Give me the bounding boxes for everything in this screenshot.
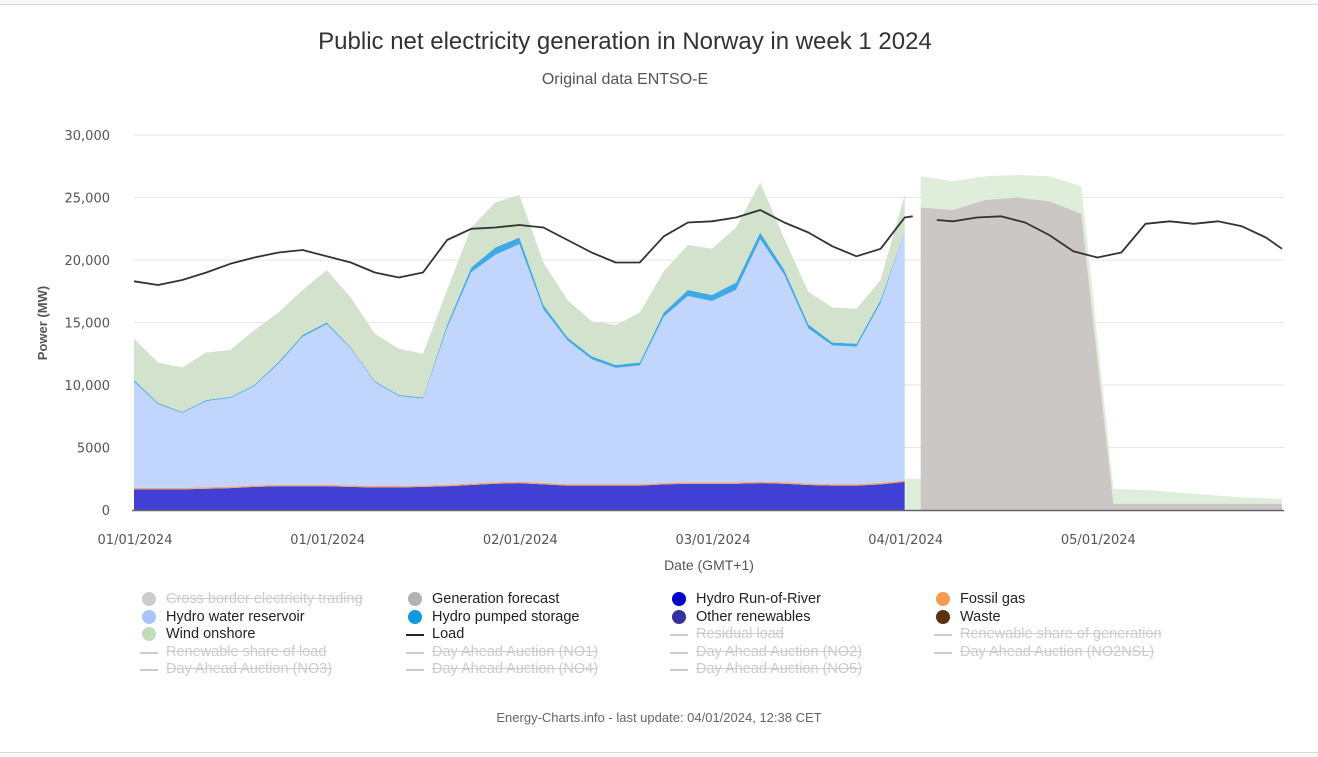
y-axis-title: Power (MW): [35, 286, 50, 360]
area-fossil-gas[interactable]: [134, 480, 905, 490]
area-wind-onshore-forecast[interactable]: [920, 175, 1282, 504]
legend-item-day-ahead-auction-no2[interactable]: Day Ahead Auction (NO2): [670, 643, 862, 661]
legend-label: Day Ahead Auction (NO5): [696, 661, 863, 678]
legend-line-icon: [406, 626, 424, 642]
legend-item-residual-load[interactable]: Residual load: [670, 625, 784, 643]
legend-line-icon: [140, 661, 158, 677]
legend-dot-icon: [934, 609, 950, 625]
legend-label: Cross border electricity trading: [166, 591, 363, 607]
legend-item-hydro-water-reservoir[interactable]: Hydro water reservoir: [140, 608, 305, 626]
legend-line-icon: [670, 644, 688, 660]
legend-dot-icon: [140, 591, 156, 607]
area-generation-forecast[interactable]: [920, 197, 1282, 511]
legend-line-icon: [934, 626, 952, 642]
legend-label: Fossil gas: [960, 591, 1026, 607]
legend-label: Hydro Run-of-River: [696, 591, 821, 607]
y-tick-label: 15,000: [65, 317, 111, 332]
legend-line-icon: [406, 661, 424, 677]
area-wind-forecast-edge: [905, 478, 921, 510]
legend-label: Day Ahead Auction (NO1): [432, 643, 599, 660]
y-axis-ticks: 0 5000 10,000 15,000 20,000 25,000 30,000: [65, 129, 111, 519]
legend-item-waste[interactable]: Waste: [934, 608, 1001, 626]
x-tick-label: 04/01/2024: [868, 533, 943, 548]
legend-label: Residual load: [696, 626, 784, 643]
legend-label: Renewable share of load: [166, 643, 327, 660]
area-hydro-water-reservoir[interactable]: [134, 231, 905, 488]
legend-item-day-ahead-auction-no5[interactable]: Day Ahead Auction (NO5): [670, 660, 862, 678]
legend-item-day-ahead-auction-no2nsl[interactable]: Day Ahead Auction (NO2NSL): [934, 643, 1154, 661]
legend-line-icon: [934, 644, 952, 660]
legend-item-day-ahead-auction-no1[interactable]: Day Ahead Auction (NO1): [406, 643, 598, 661]
legend-dot-icon: [140, 626, 156, 642]
y-tick-label: 20,000: [65, 254, 111, 269]
x-tick-label: 01/01/2024: [98, 533, 173, 548]
page-top-border: [0, 0, 1318, 5]
legend-label: Hydro water reservoir: [166, 608, 305, 625]
x-tick-label: 02/01/2024: [483, 533, 558, 548]
legend-line-icon: [670, 626, 688, 642]
legend-line-icon: [140, 644, 158, 660]
legend-label: Day Ahead Auction (NO4): [432, 661, 599, 678]
x-tick-label: 03/01/2024: [676, 533, 751, 548]
legend-dot-icon: [670, 591, 686, 607]
legend-label: Day Ahead Auction (NO2): [696, 643, 863, 660]
area-wind-onshore[interactable]: [134, 182, 905, 413]
chart-title: Public net electricity generation in Nor…: [318, 28, 932, 55]
load-line[interactable]: [936, 215, 1283, 259]
y-tick-label: 30,000: [65, 129, 111, 144]
x-tick-label: 05/01/2024: [1061, 533, 1136, 548]
legend-item-load[interactable]: Load: [406, 625, 464, 643]
legend-label: Other renewables: [696, 608, 811, 625]
legend-item-hydro-run-of-river[interactable]: Hydro Run-of-River: [670, 590, 821, 608]
legend-dot-icon: [406, 591, 422, 607]
load-line-group: [133, 209, 1283, 286]
legend-label: Wind onshore: [166, 626, 256, 643]
legend-item-renewable-share-of-generation[interactable]: Renewable share of generation: [934, 625, 1162, 643]
y-tick-label: 10,000: [65, 379, 111, 394]
legend-dot-icon: [140, 609, 156, 625]
legend-item-renewable-share-of-load[interactable]: Renewable share of load: [140, 643, 326, 661]
legend-label: Hydro pumped storage: [432, 608, 580, 625]
chart-subtitle: Original data ENTSO-E: [541, 71, 709, 88]
legend-line-icon: [670, 661, 688, 677]
legend-item-day-ahead-auction-no3[interactable]: Day Ahead Auction (NO3): [140, 660, 332, 678]
legend-line-icon: [406, 644, 424, 660]
stacked-areas: [134, 182, 905, 510]
legend-item-cross-border-electricity-trading[interactable]: Cross border electricity trading: [140, 590, 363, 608]
legend-label: Waste: [960, 608, 1001, 625]
page-bottom-border: [0, 752, 1318, 757]
legend-label: Day Ahead Auction (NO2NSL): [960, 643, 1155, 660]
area-hydro-run-of-river[interactable]: [134, 481, 905, 510]
legend-dot-icon: [934, 591, 950, 607]
x-axis-ticks: 01/01/2024 01/01/2024 02/01/2024 03/01/2024…: [98, 533, 1136, 548]
legend-label: Renewable share of generation: [960, 626, 1162, 643]
legend-item-other-renewables[interactable]: Other renewables: [670, 608, 810, 626]
x-axis-title: Date (GMT+1): [664, 557, 754, 573]
legend-item-wind-onshore[interactable]: Wind onshore: [140, 625, 255, 643]
x-tick-label: 01/01/2024: [290, 533, 365, 548]
y-tick-label: 25,000: [65, 192, 111, 207]
y-tick-label: 0: [102, 504, 110, 519]
legend-item-hydro-pumped-storage[interactable]: Hydro pumped storage: [406, 608, 580, 626]
legend-label: Day Ahead Auction (NO3): [166, 661, 333, 678]
forecast-areas: [905, 175, 1282, 510]
legend-item-fossil-gas[interactable]: Fossil gas: [934, 590, 1025, 608]
load-line[interactable]: [133, 209, 913, 286]
footer-credit: Energy-Charts.info - last update: 04/01/…: [496, 710, 822, 725]
legend-label: Load: [432, 626, 465, 643]
y-tick-label: 5000: [77, 442, 110, 457]
legend-label: Generation forecast: [432, 591, 560, 607]
legend-item-generation-forecast[interactable]: Generation forecast: [406, 590, 559, 608]
legend-dot-icon: [406, 609, 422, 625]
legend-item-day-ahead-auction-no4[interactable]: Day Ahead Auction (NO4): [406, 660, 598, 678]
legend-dot-icon: [670, 609, 686, 625]
